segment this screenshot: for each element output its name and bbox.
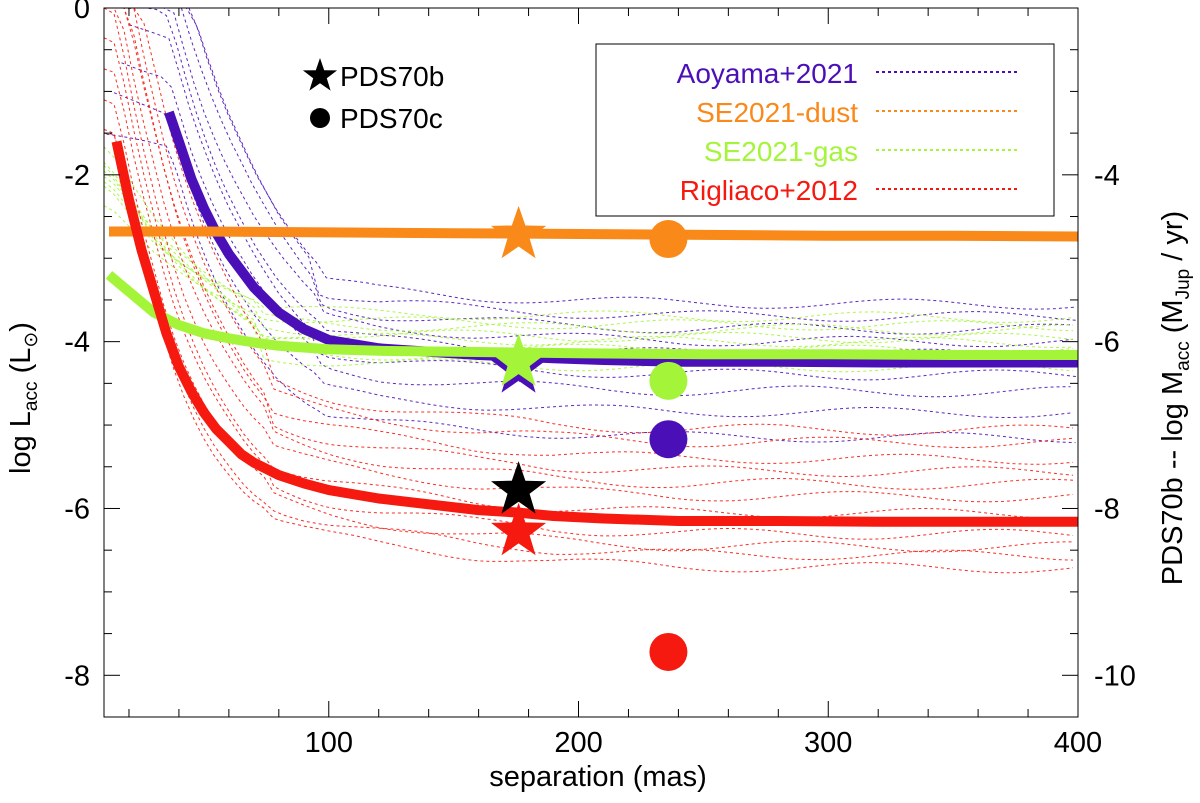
y-axis-label-right: PDS70b -- log Macc (MJup / yr): [1157, 211, 1194, 585]
series-lines: [105, 110, 1079, 527]
legend-circle-icon: [310, 108, 330, 128]
model-line-rigliaco: [103, 7, 1074, 503]
legend-label-aoyama: Aoyama+2021: [677, 58, 858, 89]
x-tick-label: 400: [1054, 727, 1102, 759]
pds70b-star-gas: [491, 333, 547, 386]
pds70c-circle-rigliaco: [649, 632, 688, 671]
x-tick-label: 100: [305, 727, 353, 759]
legend-star-icon: [302, 58, 338, 91]
model-line-aoyama: [106, 133, 1076, 444]
right-label-suffix: / yr): [1157, 211, 1189, 269]
series-line-dust: [109, 226, 1079, 242]
marker-legend: PDS70b PDS70c: [302, 58, 444, 134]
model-line-rigliaco: [104, 7, 1074, 478]
x-tick-label: 200: [554, 727, 602, 759]
y-label-unit-close: ): [5, 322, 37, 332]
x-tick-label: 300: [804, 727, 852, 759]
y-tick-label: 0: [74, 0, 90, 25]
model-line-aoyama: [128, 24, 1079, 381]
y-tick-label: -2: [64, 160, 90, 192]
model-line-aoyama: [114, 7, 1074, 348]
y-tick-label: -8: [64, 660, 90, 692]
axes: 100 200 300 400 0 -2 -4 -6 -8 -4 -6 -8 -10: [64, 0, 1136, 759]
pds70c-circle-aoyama: [649, 420, 688, 459]
model-line-rigliaco: [104, 7, 1074, 436]
legend-label-dust: SE2021-dust: [696, 97, 858, 128]
y-label-unit-open: (L: [5, 348, 37, 382]
right-y-tick-label: -6: [1094, 327, 1120, 359]
model-line-rigliaco: [103, 132, 1074, 561]
right-label-mid: (M: [1157, 299, 1189, 341]
y-tick-label: -6: [64, 493, 90, 525]
series-line-rigliaco: [111, 140, 1078, 527]
svg-text:log Lacc (L⊙): log Lacc (L⊙): [5, 322, 42, 474]
right-label-sub2: Jup: [1173, 269, 1194, 300]
pds70c-circle-gas: [649, 361, 688, 400]
legend-circle-label: PDS70c: [340, 103, 443, 134]
y-label-sub: acc: [21, 381, 42, 411]
y-tick-label: -4: [64, 327, 90, 359]
model-line-rigliaco: [104, 7, 1074, 490]
right-y-tick-label: -8: [1094, 493, 1120, 525]
legend-label-gas: SE2021-gas: [704, 136, 858, 167]
model-line-rigliaco: [104, 7, 1074, 465]
model-line-rigliaco: [104, 7, 1074, 449]
data-markers: [491, 205, 688, 671]
legend-box: [595, 43, 1055, 217]
model-line-gas: [103, 185, 1073, 336]
x-axis-label: separation (mas): [489, 761, 707, 793]
right-label-sub1: acc: [1173, 341, 1194, 371]
plot-frame: [103, 7, 1079, 718]
pds70b-star-dust: [491, 205, 547, 259]
legend-star-label: PDS70b: [340, 61, 444, 92]
model-line-rigliaco: [103, 99, 1073, 553]
pds70c-circle-dust: [649, 220, 688, 259]
right-y-tick-label: -4: [1094, 160, 1120, 192]
y-label-main: log L: [5, 411, 37, 474]
right-label-prefix: PDS70b -- log M: [1157, 371, 1189, 585]
model-line-aoyama: [106, 7, 1076, 310]
pds70b-star-black: [491, 461, 547, 514]
legend-label-rigliaco: Rigliaco+2012: [680, 175, 858, 206]
right-y-tick-label: -10: [1094, 660, 1136, 692]
svg-text:PDS70b -- log Macc (MJup / yr): PDS70b -- log Macc (MJup / yr): [1157, 211, 1194, 585]
model-line-rigliaco: [103, 128, 1074, 574]
y-label-sun-symbol: ⊙: [21, 332, 42, 348]
model-line-gas: [103, 164, 1074, 357]
series-line-gas: [105, 271, 1078, 360]
y-axis-label-left: log Lacc (L⊙): [5, 322, 42, 474]
pds70b-star-rigliaco: [491, 502, 547, 556]
model-line-gas: [103, 176, 1074, 344]
series-legend: Aoyama+2021 SE2021-dust SE2021-gas Rigli…: [595, 43, 1055, 217]
